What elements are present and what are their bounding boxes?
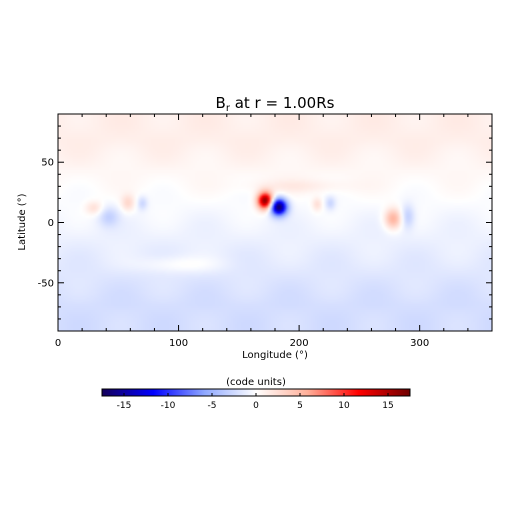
y-tick-label: 0 [48, 218, 54, 229]
colorbar-ticks: -15 -10 -5 0 5 10 15 [117, 393, 394, 411]
heatmap [58, 114, 492, 331]
colorbar-tick-label: -10 [161, 401, 176, 411]
x-tick-label: 300 [410, 338, 429, 349]
colorbar-tick-label: 15 [382, 401, 393, 411]
colorbar-tick-label: 0 [253, 401, 259, 411]
colorbar-tick-label: 5 [297, 401, 303, 411]
y-tick-label: 50 [41, 158, 54, 169]
x-tick-label: 200 [290, 338, 309, 349]
colorbar-tick-label: -15 [117, 401, 132, 411]
colorbar-tick-label: -5 [208, 401, 217, 411]
x-tick-label: 0 [55, 338, 61, 349]
colorbar-tick-label: 10 [338, 401, 350, 411]
y-axis-label: Latitude (°) [17, 193, 28, 250]
x-axis: 0 100 200 300 [55, 114, 493, 349]
x-axis-label: Longitude (°) [242, 350, 308, 361]
x-tick-label: 100 [169, 338, 188, 349]
heatmap-image [58, 114, 492, 331]
y-axis: -50 0 50 [38, 113, 492, 332]
chart-title: Br at r = 1.00Rs [216, 94, 335, 114]
y-tick-label: -50 [38, 278, 54, 289]
colorbar-label: (code units) [226, 377, 286, 388]
